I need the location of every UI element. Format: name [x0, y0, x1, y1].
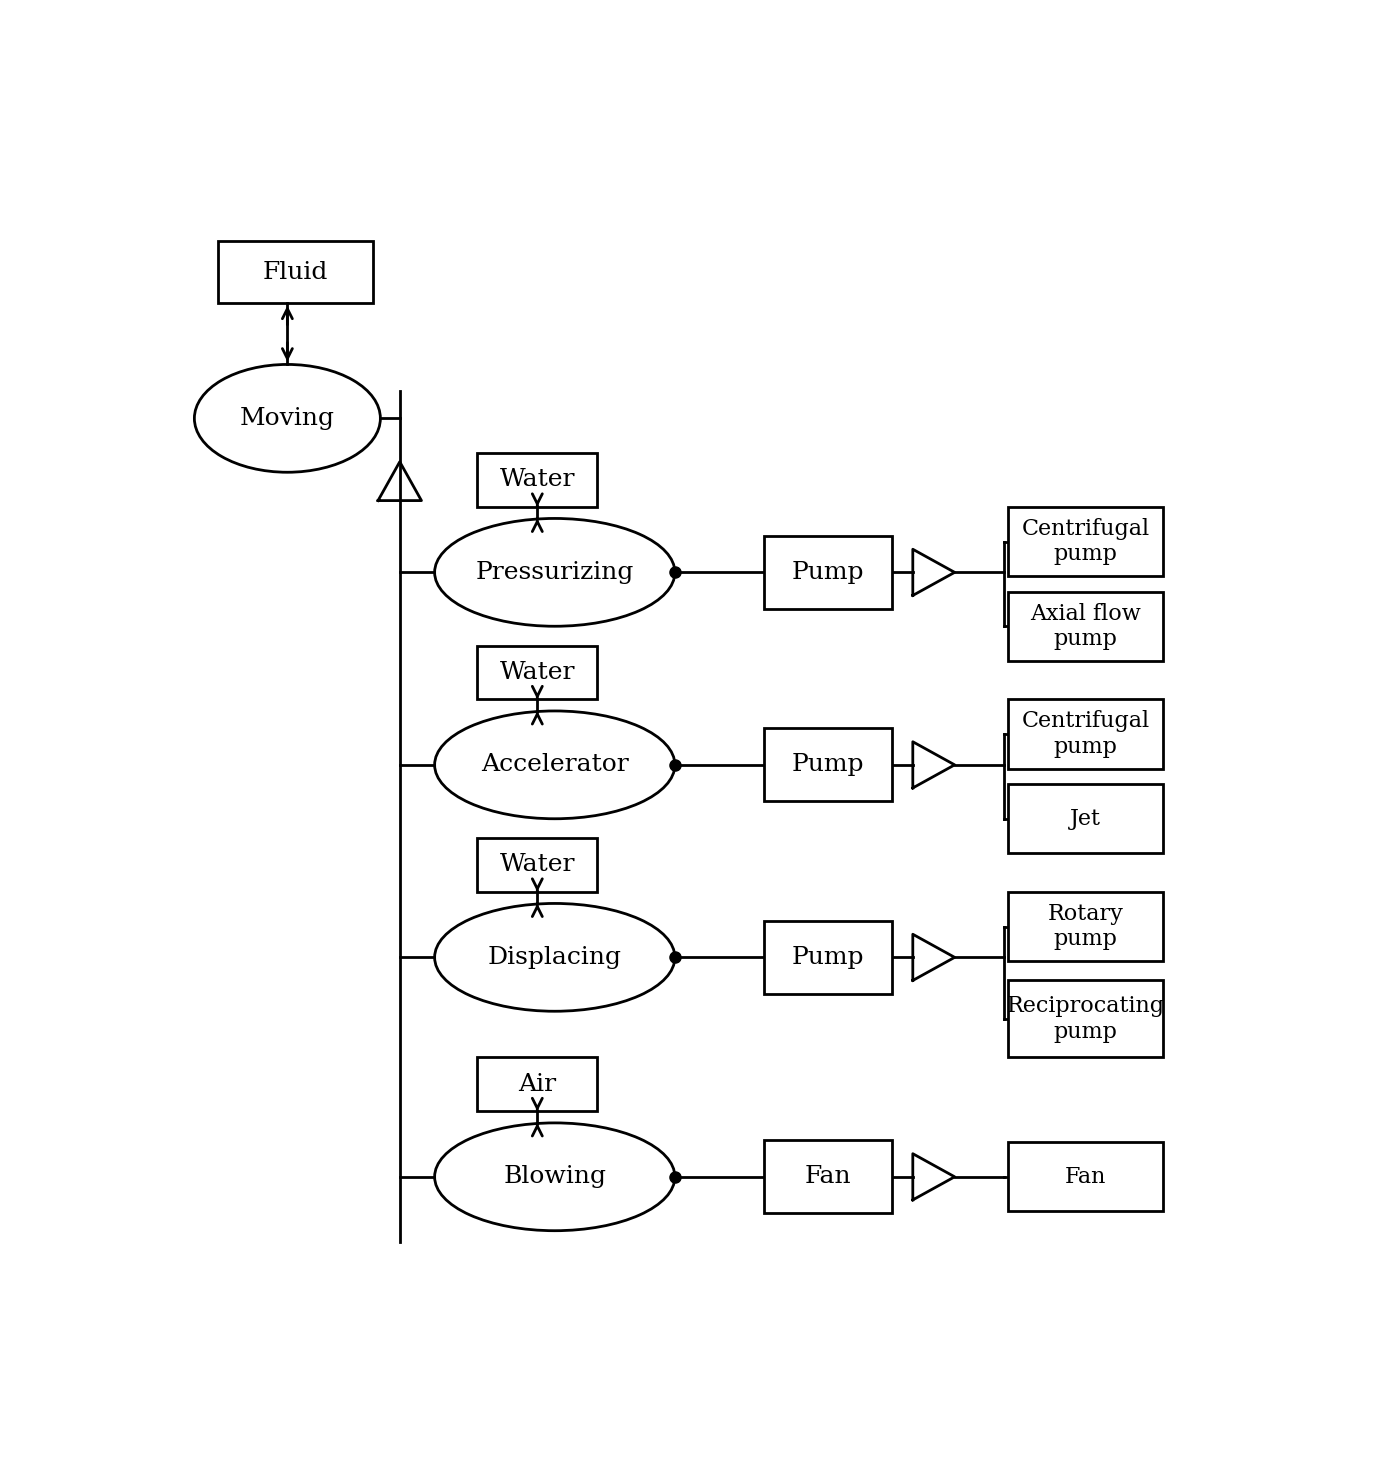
Text: Air: Air [518, 1072, 556, 1096]
Text: Fluid: Fluid [262, 261, 328, 284]
Bar [1008, 892, 1163, 961]
Text: Water: Water [500, 469, 575, 491]
Bar [477, 838, 598, 892]
Bar [764, 728, 892, 801]
Text: Moving: Moving [239, 407, 335, 429]
Bar [217, 242, 372, 303]
Text: Rotary
pump: Rotary pump [1047, 902, 1124, 951]
Bar [1008, 507, 1163, 576]
Text: Blowing: Blowing [503, 1165, 606, 1188]
Text: Pressurizing: Pressurizing [476, 561, 634, 585]
Text: Pump: Pump [791, 946, 864, 968]
Ellipse shape [195, 365, 381, 472]
Bar [1008, 699, 1163, 769]
Ellipse shape [434, 1122, 675, 1231]
Text: Fan: Fan [805, 1165, 851, 1188]
Text: Water: Water [500, 854, 575, 876]
Bar [764, 536, 892, 609]
Bar [1008, 592, 1163, 661]
Bar [1008, 784, 1163, 854]
Ellipse shape [434, 711, 675, 819]
Bar [764, 921, 892, 993]
Ellipse shape [434, 519, 675, 626]
Ellipse shape [434, 904, 675, 1011]
Text: Pump: Pump [791, 561, 864, 585]
Bar [1008, 980, 1163, 1058]
Text: Accelerator: Accelerator [480, 753, 629, 776]
Bar [477, 453, 598, 507]
Text: Fan: Fan [1065, 1166, 1106, 1188]
Bar [764, 1140, 892, 1213]
Bar [477, 1058, 598, 1112]
Text: Centrifugal
pump: Centrifugal pump [1022, 711, 1149, 757]
Text: Axial flow
pump: Axial flow pump [1030, 602, 1141, 650]
Text: Pump: Pump [791, 753, 864, 776]
Text: Jet: Jet [1070, 807, 1102, 829]
Text: Reciprocating
pump: Reciprocating pump [1007, 995, 1165, 1043]
Text: Displacing: Displacing [487, 946, 622, 968]
Text: Centrifugal
pump: Centrifugal pump [1022, 517, 1149, 565]
Bar [477, 646, 598, 699]
Text: Water: Water [500, 661, 575, 684]
Bar [1008, 1143, 1163, 1212]
